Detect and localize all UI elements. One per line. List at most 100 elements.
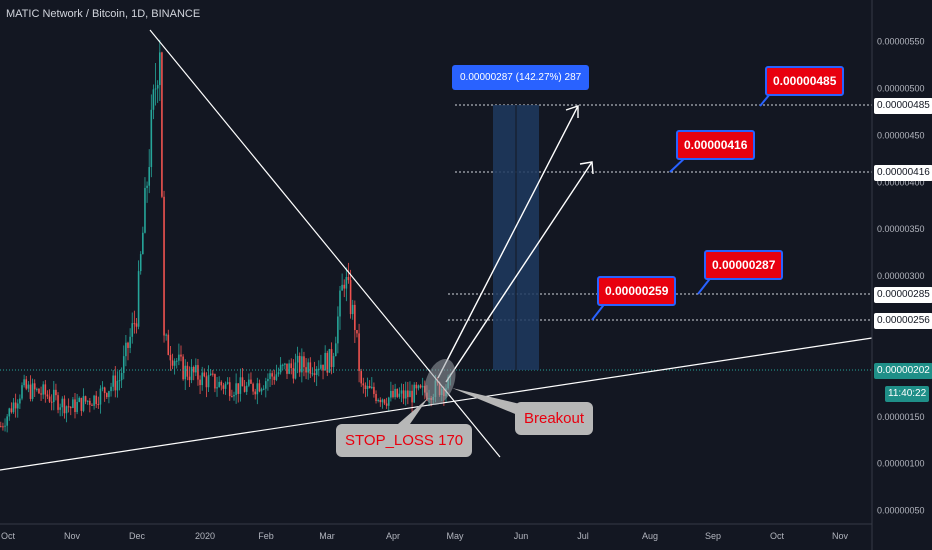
candle-body [159,52,161,86]
chart-title: MATIC Network / Bitcoin, 1D, BINANCE [6,8,201,20]
candle-body [387,397,390,406]
candle-body [258,383,261,392]
current-price-tag: 0.00000202 [874,363,932,379]
candle-body [222,385,225,389]
candle-body [214,374,216,389]
price-axis[interactable] [872,0,932,550]
candle-body [84,396,87,402]
candle-body [14,402,17,409]
candle-body [362,383,365,386]
candle-body [63,398,66,414]
candle-body [343,284,346,289]
candle-body [146,185,148,188]
candle-body [398,393,401,397]
breakout-bubble: Breakout [515,402,594,435]
candle-body [139,254,142,272]
callout-entry: 0.00000259 [597,276,677,306]
candle-body [404,390,407,399]
candle-body [381,399,384,403]
candle-body [421,385,424,388]
candle-body [245,385,248,392]
entry-price-tag: 0.00000256 [874,313,932,329]
candle-body [402,390,405,399]
candle-body [150,109,153,168]
candle-body [89,400,91,405]
candle-body [320,364,322,369]
candle-body [16,403,19,409]
x-tick-label: Nov [64,531,81,541]
candle-body [10,408,13,413]
candle-body [95,395,97,405]
candle-body [239,377,242,394]
candle-body [371,386,373,389]
candle-body [175,360,178,362]
candle-body [86,400,89,402]
candle-body [131,323,134,337]
candle-body [53,389,55,403]
candle-body [50,401,53,403]
candle-body [368,386,371,389]
candle-body [360,371,362,384]
candle-body [311,373,314,375]
candle-body [133,323,136,325]
candle-body [137,271,140,327]
x-tick-label: Feb [258,531,274,541]
candle-body [135,323,138,327]
candle-body [167,334,170,355]
candle-body [271,373,273,377]
candle-body [127,342,129,348]
x-tick-label: May [446,531,464,541]
x-tick-label: Oct [770,531,785,541]
candle-body [61,398,64,408]
x-tick-label: Dec [129,531,146,541]
candle-body [413,384,415,403]
x-tick-label: Jun [514,531,529,541]
y-tick-label: 0.00000550 [877,37,925,47]
candle-body [375,393,377,402]
candle-body [57,395,59,410]
candle-body [354,304,356,331]
candle-body [260,389,263,392]
candle-body [326,352,329,373]
candle-body [182,356,184,380]
candle-body [72,399,74,408]
candle-body [256,383,259,395]
candle-body [269,373,271,379]
breakout-marker[interactable] [419,355,462,410]
tp3-price-tag: 0.00000485 [874,98,932,114]
candle-body [220,381,223,386]
candle-body [328,349,331,373]
candle-body [322,364,324,371]
candle-body [186,365,189,377]
candle-body [161,52,163,197]
candle-body [42,384,44,395]
y-tick-label: 0.00000400 [877,177,925,187]
candle-body [129,336,131,348]
candle-body [394,388,396,398]
x-tick-label: Nov [832,531,849,541]
candle-body [294,362,297,379]
candle-body [301,356,303,373]
candle-body [67,406,70,408]
candle-body [106,393,108,398]
candle-body [207,375,210,388]
candle-body [165,334,167,336]
candlestick-series [0,39,452,433]
candle-body [224,383,227,389]
x-tick-label: Oct [1,531,16,541]
candle-body [373,386,375,394]
candle-body [65,406,68,414]
candle-body [290,363,293,369]
y-tick-label: 0.00000300 [877,271,925,281]
candle-body [379,399,382,403]
candle-body [190,366,193,381]
projection-arrow-2 [445,161,593,383]
candle-body [307,362,309,373]
candle-body [303,356,305,368]
candle-body [409,390,411,398]
candle-body [292,368,295,379]
candle-body [277,372,280,375]
tp1-price-tag: 0.00000285 [874,287,932,303]
candle-body [216,387,218,389]
